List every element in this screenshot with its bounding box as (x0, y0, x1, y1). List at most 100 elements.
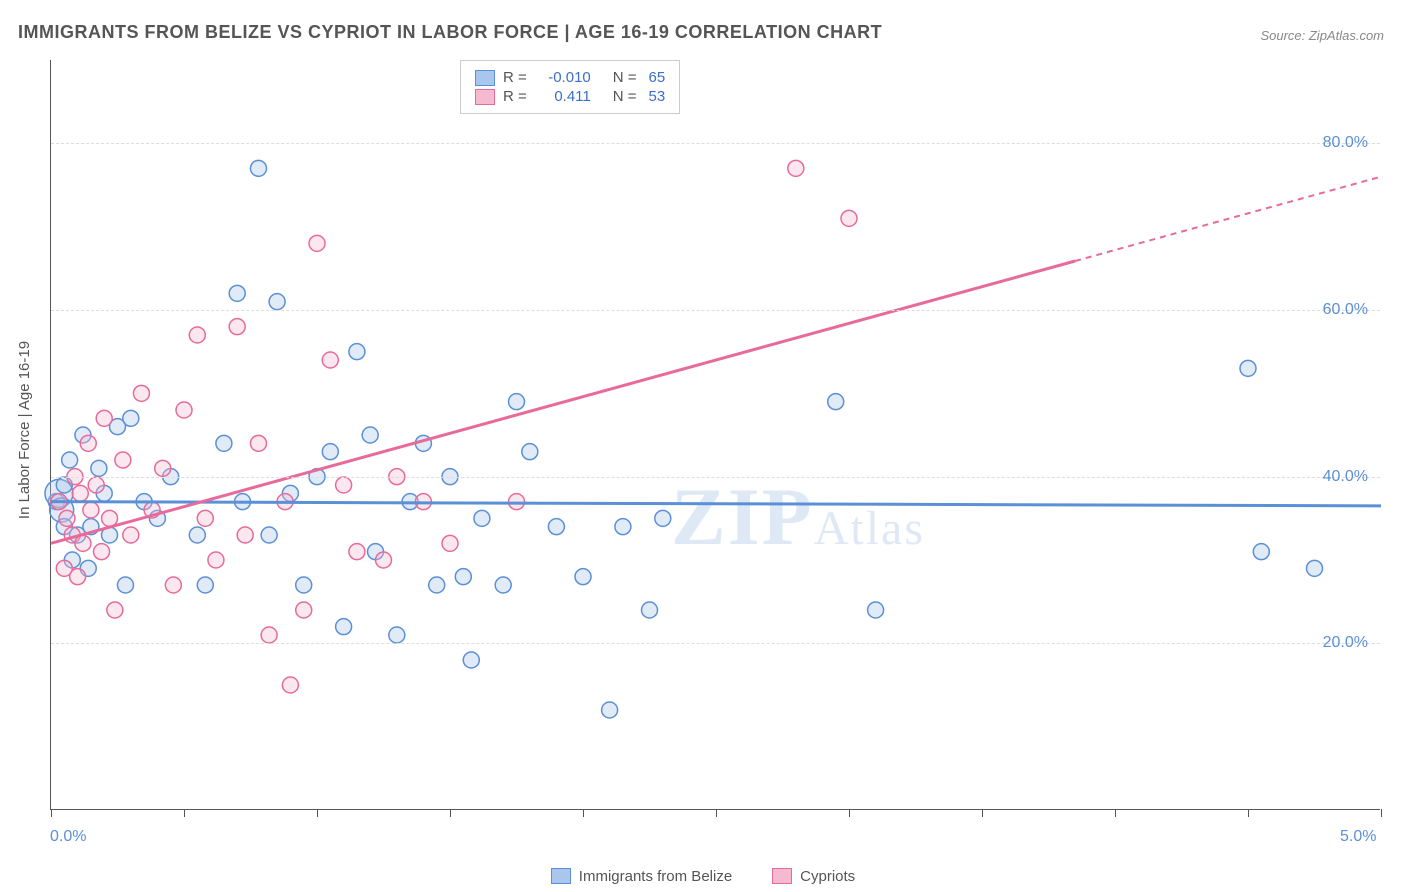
y-tick-label: 40.0% (1323, 468, 1368, 486)
gridline (51, 643, 1380, 644)
x-tick (1381, 809, 1382, 817)
data-point (828, 394, 844, 410)
data-point (455, 569, 471, 585)
data-point (197, 510, 213, 526)
data-point (322, 352, 338, 368)
data-point (296, 602, 312, 618)
data-point (107, 602, 123, 618)
data-point (575, 569, 591, 585)
x-tick (51, 809, 52, 817)
plot-svg (51, 60, 1380, 809)
legend-row: R =0.411N =53 (475, 88, 665, 105)
data-point (250, 160, 266, 176)
data-point (102, 510, 118, 526)
data-point (197, 577, 213, 593)
data-point (229, 285, 245, 301)
gridline (51, 310, 1380, 311)
data-point (548, 519, 564, 535)
y-tick-label: 20.0% (1323, 634, 1368, 652)
data-point (250, 435, 266, 451)
legend-r-label: R = (503, 69, 527, 86)
data-point (389, 627, 405, 643)
regression-line-dashed (1075, 177, 1381, 261)
data-point (336, 619, 352, 635)
y-tick-label: 80.0% (1323, 134, 1368, 152)
data-point (1253, 544, 1269, 560)
data-point (376, 552, 392, 568)
data-point (83, 502, 99, 518)
data-point (495, 577, 511, 593)
data-point (309, 235, 325, 251)
x-tick (716, 809, 717, 817)
chart-title: IMMIGRANTS FROM BELIZE VS CYPRIOT IN LAB… (18, 22, 882, 43)
x-tick (184, 809, 185, 817)
data-point (429, 577, 445, 593)
legend-item: Cypriots (772, 868, 855, 885)
x-tick (849, 809, 850, 817)
correlation-legend: R =-0.010N =65R =0.411N =53 (460, 60, 680, 114)
data-point (59, 510, 75, 526)
legend-item: Immigrants from Belize (551, 868, 732, 885)
data-point (94, 544, 110, 560)
data-point (123, 410, 139, 426)
regression-line (51, 261, 1075, 543)
legend-swatch (475, 89, 495, 105)
data-point (868, 602, 884, 618)
data-point (91, 460, 107, 476)
data-point (269, 294, 285, 310)
data-point (189, 527, 205, 543)
data-point (841, 210, 857, 226)
legend-n-value: 65 (649, 69, 666, 86)
data-point (349, 344, 365, 360)
y-tick-label: 60.0% (1323, 301, 1368, 319)
legend-label: Immigrants from Belize (579, 868, 732, 885)
legend-row: R =-0.010N =65 (475, 69, 665, 86)
data-point (463, 652, 479, 668)
data-point (133, 385, 149, 401)
legend-r-value: -0.010 (539, 69, 591, 86)
data-point (165, 577, 181, 593)
data-point (322, 444, 338, 460)
data-point (88, 477, 104, 493)
data-point (123, 527, 139, 543)
data-point (229, 319, 245, 335)
chart-container: IMMIGRANTS FROM BELIZE VS CYPRIOT IN LAB… (0, 0, 1406, 892)
data-point (115, 452, 131, 468)
data-point (642, 602, 658, 618)
data-point (62, 452, 78, 468)
x-tick (583, 809, 584, 817)
x-tick (317, 809, 318, 817)
data-point (655, 510, 671, 526)
data-point (296, 577, 312, 593)
data-point (96, 410, 112, 426)
source-label: Source: ZipAtlas.com (1260, 28, 1384, 43)
x-tick (450, 809, 451, 817)
data-point (261, 627, 277, 643)
legend-n-value: 53 (649, 88, 666, 105)
data-point (208, 552, 224, 568)
data-point (237, 527, 253, 543)
y-axis-label: In Labor Force | Age 16-19 (16, 341, 33, 519)
data-point (442, 535, 458, 551)
legend-swatch (551, 868, 571, 884)
data-point (349, 544, 365, 560)
data-point (615, 519, 631, 535)
data-point (261, 527, 277, 543)
legend-r-value: 0.411 (539, 88, 591, 105)
data-point (176, 402, 192, 418)
data-point (75, 535, 91, 551)
x-tick (1115, 809, 1116, 817)
x-tick (982, 809, 983, 817)
x-tick (1248, 809, 1249, 817)
legend-swatch (772, 868, 792, 884)
data-point (189, 327, 205, 343)
data-point (362, 427, 378, 443)
data-point (155, 460, 171, 476)
gridline (51, 143, 1380, 144)
data-point (602, 702, 618, 718)
gridline (51, 477, 1380, 478)
data-point (70, 569, 86, 585)
data-point (788, 160, 804, 176)
data-point (72, 485, 88, 501)
data-point (216, 435, 232, 451)
